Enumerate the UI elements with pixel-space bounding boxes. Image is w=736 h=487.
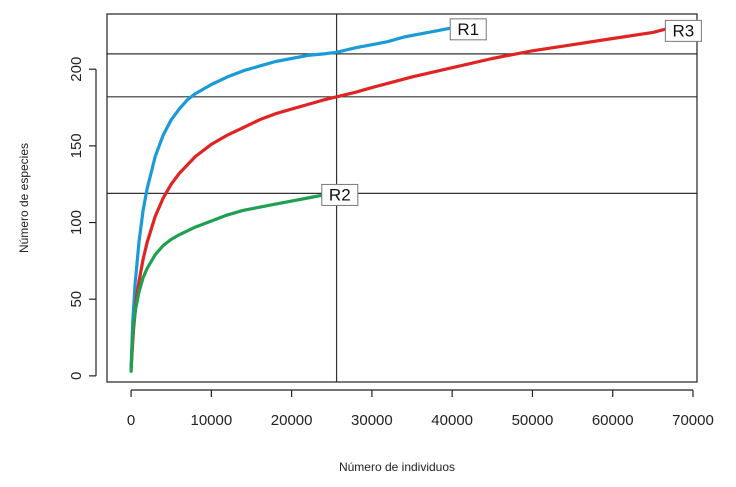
y-tick-label: 50 xyxy=(68,291,85,308)
series-r3-line xyxy=(129,27,667,370)
x-tick-label: 0 xyxy=(127,412,135,429)
label-box-r3 xyxy=(664,19,702,42)
label-box-r2 xyxy=(321,183,359,206)
curves xyxy=(129,26,667,373)
series-r1-line xyxy=(129,26,454,370)
label-r1: R1 xyxy=(457,20,479,39)
curve-labels: R1 R3 R2 xyxy=(321,18,702,206)
plot-frame xyxy=(106,13,698,383)
label-r3: R3 xyxy=(672,21,694,40)
y-tick-label: 200 xyxy=(68,57,85,82)
series-r2-line xyxy=(129,193,326,373)
y-tick-label: 150 xyxy=(68,133,85,158)
x-tick-label: 70000 xyxy=(672,412,714,429)
reference-lines xyxy=(107,14,697,382)
x-tick-label: 10000 xyxy=(190,412,232,429)
x-tick-label: 40000 xyxy=(431,412,473,429)
y-tick-label: 0 xyxy=(68,372,85,380)
x-tick-label: 50000 xyxy=(512,412,554,429)
label-r2: R2 xyxy=(329,185,351,204)
y-tick-label: 100 xyxy=(68,210,85,235)
x-axis-title: Número de individuos xyxy=(339,460,455,474)
x-tick-label: 30000 xyxy=(351,412,393,429)
y-axis-title: Número de especies xyxy=(17,143,31,253)
x-axis: 0 10000 20000 30000 40000 50000 60000 70000 xyxy=(127,389,714,429)
x-tick-label: 20000 xyxy=(271,412,313,429)
x-tick-label: 60000 xyxy=(592,412,634,429)
label-box-r1 xyxy=(449,18,487,41)
y-axis: 0 50 100 150 200 xyxy=(68,57,97,380)
